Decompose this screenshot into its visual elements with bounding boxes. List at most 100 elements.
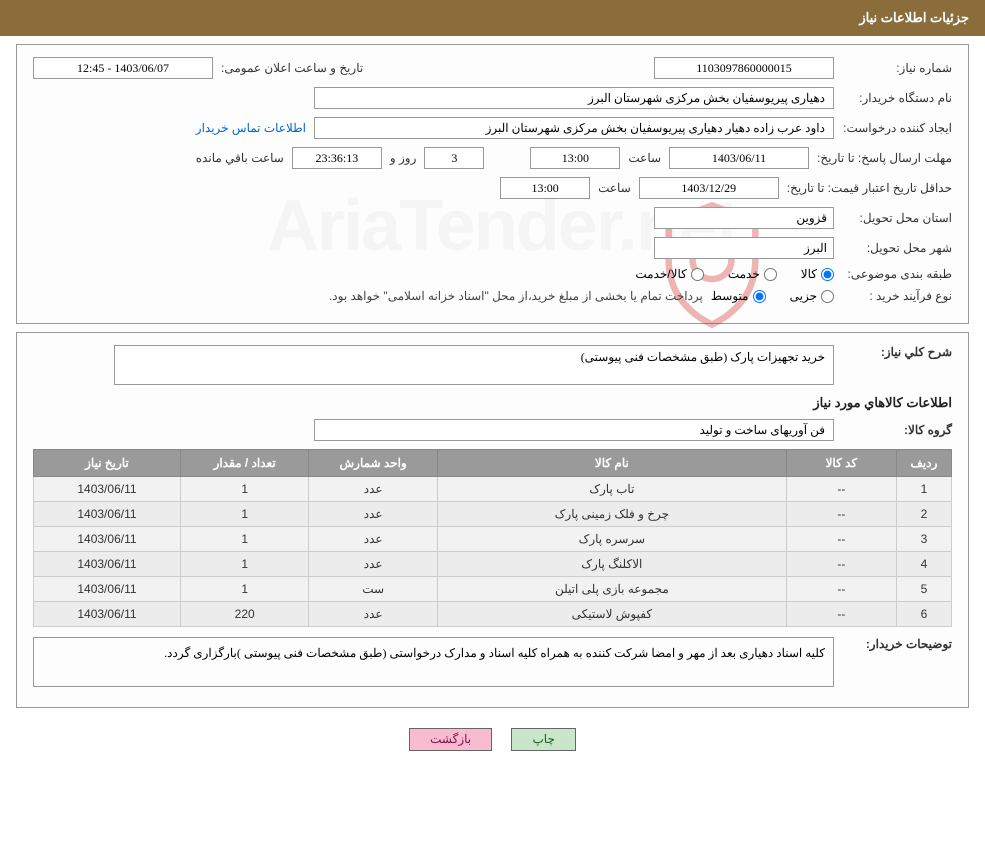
table-header: کد کالا — [786, 450, 896, 477]
table-row: 3--سرسره پارکعدد11403/06/11 — [34, 527, 952, 552]
desc-label: شرح کلي نياز: — [842, 345, 952, 359]
need-no-label: شماره نیاز: — [842, 61, 952, 75]
table-cell: 1403/06/11 — [34, 552, 181, 577]
page-title: جزئیات اطلاعات نیاز — [859, 10, 969, 26]
announce-input — [33, 57, 213, 79]
table-cell: 220 — [180, 602, 309, 627]
buyer-dev-input — [314, 87, 834, 109]
table-cell: 6 — [896, 602, 951, 627]
deadline-label: مهلت ارسال پاسخ: تا تاریخ: — [817, 151, 952, 165]
table-cell: 1 — [896, 477, 951, 502]
table-cell: عدد — [309, 552, 438, 577]
radio-goods[interactable]: کالا — [801, 267, 834, 281]
radio-partial-label: جزیی — [790, 289, 817, 303]
main-form-panel: AriaTender.net شماره نیاز: تاریخ و ساعت … — [16, 44, 969, 324]
radio-service-label: خدمت — [728, 267, 760, 281]
table-row: 5--مجموعه بازی پلی اتیلنست11403/06/11 — [34, 577, 952, 602]
buyer-note-label: توضیحات خریدار: — [842, 637, 952, 651]
group-input — [314, 419, 834, 441]
table-cell: عدد — [309, 602, 438, 627]
row-validity: حداقل تاریخ اعتبار قیمت: تا تاریخ: ساعت — [33, 177, 952, 199]
radio-service[interactable]: خدمت — [728, 267, 777, 281]
table-cell: 1403/06/11 — [34, 577, 181, 602]
city-input — [654, 237, 834, 259]
announce-label: تاریخ و ساعت اعلان عمومی: — [221, 61, 363, 75]
deadline-time-label: ساعت — [628, 151, 661, 165]
class-radio-group: کالا خدمت کالا/خدمت — [635, 267, 834, 281]
radio-partial-input[interactable] — [821, 290, 834, 303]
province-input — [654, 207, 834, 229]
deadline-time-input — [530, 147, 620, 169]
table-header: نام کالا — [437, 450, 786, 477]
table-cell: -- — [786, 527, 896, 552]
radio-service-input[interactable] — [764, 268, 777, 281]
table-row: 2--چرخ و فلک زمینی پارکعدد11403/06/11 — [34, 502, 952, 527]
row-group: گروه کالا: — [33, 419, 952, 441]
table-header: تعداد / مقدار — [180, 450, 309, 477]
row-process: نوع فرآیند خرید : جزیی متوسط پرداخت تمام… — [33, 289, 952, 303]
row-desc: شرح کلي نياز: — [33, 345, 952, 385]
radio-goods-label: کالا — [801, 267, 817, 281]
table-cell: 1403/06/11 — [34, 527, 181, 552]
table-header: واحد شمارش — [309, 450, 438, 477]
table-cell: 1403/06/11 — [34, 477, 181, 502]
table-cell: 1403/06/11 — [34, 602, 181, 627]
deadline-date-input — [669, 147, 809, 169]
group-label: گروه کالا: — [842, 423, 952, 437]
radio-both-input[interactable] — [691, 268, 704, 281]
proc-radio-group: جزیی متوسط — [711, 289, 834, 303]
radio-both-label: کالا/خدمت — [635, 267, 686, 281]
table-cell: 1 — [180, 577, 309, 602]
row-province: استان محل تحویل: — [33, 207, 952, 229]
table-row: 4--الاکلنگ پارکعدد11403/06/11 — [34, 552, 952, 577]
table-cell: 1403/06/11 — [34, 502, 181, 527]
need-no-input — [654, 57, 834, 79]
table-header: تاریخ نیاز — [34, 450, 181, 477]
proc-label: نوع فرآیند خرید : — [842, 289, 952, 303]
valid-time-label: ساعت — [598, 181, 631, 195]
row-requester: ایجاد کننده درخواست: اطلاعات تماس خریدار — [33, 117, 952, 139]
table-row: 1--تاب پارکعدد11403/06/11 — [34, 477, 952, 502]
table-cell: -- — [786, 552, 896, 577]
buyer-note-text: کلیه اسناد دهیاری بعد از مهر و امضا شرکت… — [33, 637, 834, 687]
radio-medium-label: متوسط — [711, 289, 749, 303]
back-button[interactable]: بازگشت — [409, 728, 492, 751]
radio-partial[interactable]: جزیی — [790, 289, 834, 303]
table-cell: -- — [786, 477, 896, 502]
table-cell: 1 — [180, 552, 309, 577]
table-cell: 3 — [896, 527, 951, 552]
class-label: طبقه بندی موضوعی: — [842, 267, 952, 281]
table-cell: عدد — [309, 477, 438, 502]
button-bar: چاپ بازگشت — [0, 716, 985, 771]
city-label: شهر محل تحویل: — [842, 241, 952, 255]
table-cell: 5 — [896, 577, 951, 602]
proc-note: پرداخت تمام یا بخشی از مبلغ خرید،از محل … — [329, 289, 703, 303]
goods-table-body: 1--تاب پارکعدد11403/06/112--چرخ و فلک زم… — [34, 477, 952, 627]
row-buyer-dev: نام دستگاه خریدار: — [33, 87, 952, 109]
row-city: شهر محل تحویل: — [33, 237, 952, 259]
page-header: جزئیات اطلاعات نیاز — [0, 0, 985, 36]
days-and-label: روز و — [390, 151, 417, 165]
table-cell: 2 — [896, 502, 951, 527]
remain-label: ساعت باقي مانده — [196, 151, 284, 165]
goods-table: ردیفکد کالانام کالاواحد شمارشتعداد / مقد… — [33, 449, 952, 627]
table-cell: چرخ و فلک زمینی پارک — [437, 502, 786, 527]
radio-goods-input[interactable] — [821, 268, 834, 281]
goods-section: شرح کلي نياز: اطلاعات کالاهاي مورد نياز … — [16, 332, 969, 708]
table-cell: مجموعه بازی پلی اتیلن — [437, 577, 786, 602]
table-cell: عدد — [309, 502, 438, 527]
requester-input — [314, 117, 834, 139]
table-cell: عدد — [309, 527, 438, 552]
table-cell: -- — [786, 602, 896, 627]
valid-date-input — [639, 177, 779, 199]
table-cell: 4 — [896, 552, 951, 577]
radio-both[interactable]: کالا/خدمت — [635, 267, 703, 281]
row-deadline: مهلت ارسال پاسخ: تا تاریخ: ساعت روز و سا… — [33, 147, 952, 169]
print-button[interactable]: چاپ — [511, 728, 575, 751]
buyer-contact-link[interactable]: اطلاعات تماس خریدار — [196, 121, 306, 135]
buyer-dev-label: نام دستگاه خریدار: — [842, 91, 952, 105]
radio-medium[interactable]: متوسط — [711, 289, 766, 303]
desc-textarea — [114, 345, 834, 385]
radio-medium-input[interactable] — [753, 290, 766, 303]
table-cell: تاب پارک — [437, 477, 786, 502]
